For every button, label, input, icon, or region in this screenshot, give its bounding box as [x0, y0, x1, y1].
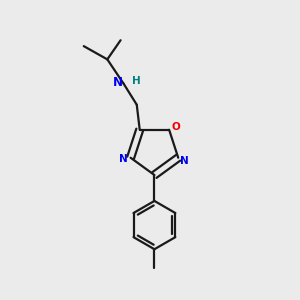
Text: O: O — [171, 122, 180, 132]
Text: N: N — [180, 156, 189, 166]
Text: N: N — [119, 154, 128, 164]
Text: N: N — [113, 76, 123, 88]
Text: H: H — [131, 76, 140, 85]
